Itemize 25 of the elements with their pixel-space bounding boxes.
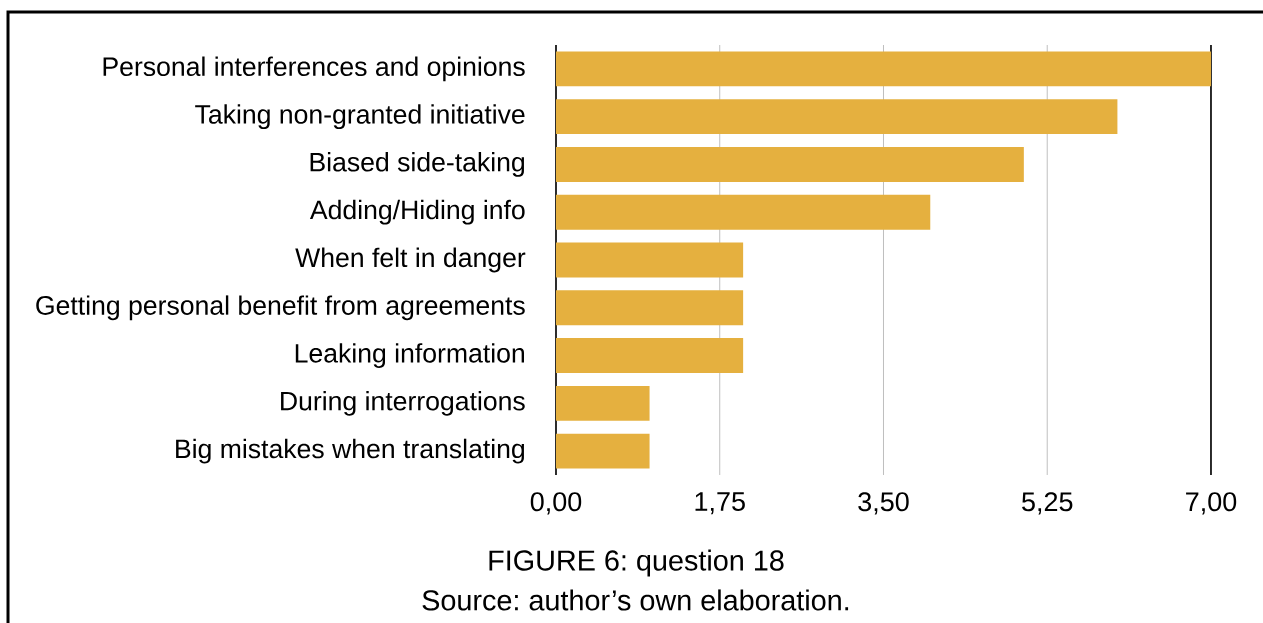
bar bbox=[555, 147, 1024, 182]
bar bbox=[555, 99, 1118, 135]
x-tick-label: 5,25 bbox=[1022, 492, 1073, 515]
y-tick-label: Biased side-taking bbox=[310, 152, 525, 177]
y-tick-label: During interrogations bbox=[281, 390, 525, 416]
bar bbox=[555, 290, 744, 326]
bar bbox=[555, 194, 931, 230]
x-tick-label: 7,00 bbox=[1186, 492, 1237, 515]
y-tick-label: Taking non-granted initiative bbox=[195, 104, 525, 130]
y-tick-label: Personal interferences and opinions bbox=[103, 56, 525, 82]
y-tick-label: Leaking information bbox=[295, 343, 524, 368]
caption: FIGURE 6: question 18 bbox=[489, 549, 784, 577]
bar bbox=[555, 338, 744, 373]
bar bbox=[555, 51, 1211, 87]
y-tick-label: Adding/Hiding info bbox=[309, 199, 525, 225]
bar bbox=[555, 385, 650, 421]
x-tick-label: 3,50 bbox=[858, 492, 909, 515]
x-tick-label: 1,75 bbox=[695, 492, 745, 515]
bar bbox=[555, 433, 650, 469]
y-tick-label: When felt in danger bbox=[295, 247, 526, 273]
y-tick-label: Big mistakes when translating bbox=[176, 438, 525, 464]
bar bbox=[555, 242, 744, 278]
x-tick-label: 0,00 bbox=[530, 492, 582, 515]
source-note: Source: author’s own elaboration. bbox=[422, 589, 849, 611]
y-tick-label: Getting personal benefit from agreements bbox=[36, 295, 525, 321]
